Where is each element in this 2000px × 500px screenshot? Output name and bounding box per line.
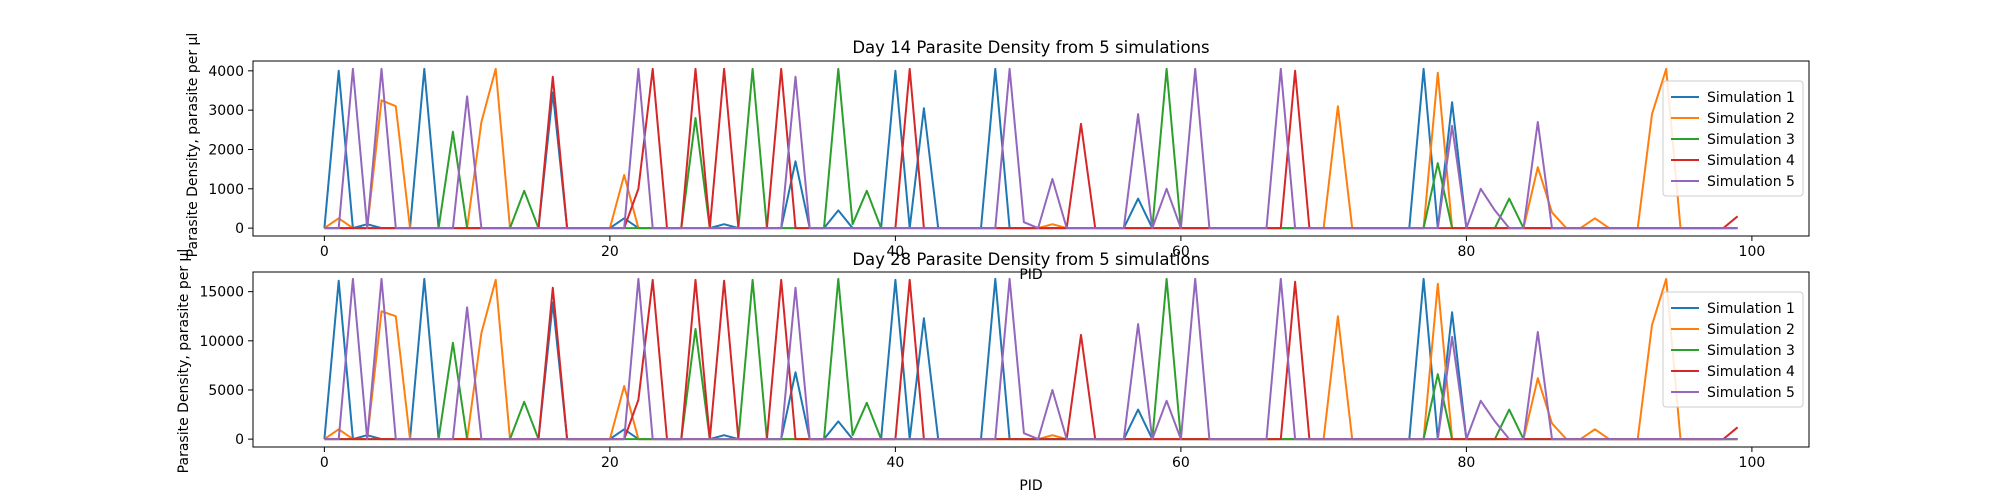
x-tick-label: 40 — [886, 455, 904, 471]
y-tick-label: 15000 — [199, 285, 244, 301]
x-axis-label: PID — [1019, 267, 1042, 283]
legend-label: Simulation 4 — [1707, 364, 1795, 380]
y-axis-label: Parasite Density, parasite per µl — [185, 33, 201, 258]
series-line-4 — [324, 67, 1739, 230]
x-tick-label: 80 — [1457, 244, 1475, 260]
chart-title: Day 14 Parasite Density from 5 simulatio… — [852, 38, 1209, 57]
legend: Simulation 1 Simulation 2 Simulation 3 Simu… — [1662, 80, 1804, 197]
y-tick-label: 4000 — [208, 64, 244, 80]
legend-label: Simulation 5 — [1707, 174, 1795, 190]
x-tick-label: 80 — [1457, 455, 1475, 471]
x-tick-label: 20 — [601, 455, 619, 471]
chart-day-14: Day 14 Parasite Density from 5 simulatio… — [185, 33, 1810, 283]
legend-label: Simulation 4 — [1707, 153, 1795, 169]
chart-title: Day 28 Parasite Density from 5 simulatio… — [852, 250, 1209, 269]
plot-frame — [252, 271, 1810, 448]
x-tick-label: 0 — [320, 455, 329, 471]
y-axis-label: Parasite Density, parasite per µl — [176, 249, 192, 474]
x-tick-label: 100 — [1739, 244, 1766, 260]
legend-label: Simulation 2 — [1707, 111, 1795, 127]
y-tick-label: 0 — [235, 221, 244, 237]
series-line-5 — [324, 277, 1738, 441]
legend-box — [1662, 80, 1804, 197]
axis-ticks: 0 20 40 60 80 100 0 5000 10000 15000 — [199, 285, 1765, 471]
x-tick-label: 0 — [320, 244, 329, 260]
series-lines — [323, 67, 1739, 230]
y-tick-label: 1000 — [208, 182, 244, 198]
legend-label: Simulation 2 — [1707, 322, 1795, 338]
y-tick-label: 0 — [235, 432, 244, 448]
x-axis-label: PID — [1019, 478, 1042, 494]
y-tick-label: 10000 — [199, 334, 244, 350]
series-line-4 — [324, 278, 1739, 441]
x-tick-label: 20 — [601, 244, 619, 260]
y-tick-label: 2000 — [208, 142, 244, 158]
plot-frame — [252, 60, 1810, 237]
series-lines — [323, 277, 1739, 441]
y-tick-label: 3000 — [208, 103, 244, 119]
legend-label: Simulation 3 — [1707, 343, 1795, 359]
legend-box — [1662, 291, 1804, 408]
legend: Simulation 1 Simulation 2 Simulation 3 Simu… — [1662, 291, 1804, 408]
series-line-5 — [324, 67, 1738, 230]
x-tick-label: 60 — [1172, 455, 1190, 471]
x-tick-label: 40 — [886, 244, 904, 260]
y-tick-label: 5000 — [208, 383, 244, 399]
x-tick-label: 100 — [1739, 455, 1766, 471]
x-tick-label: 60 — [1172, 244, 1190, 260]
legend-label: Simulation 1 — [1707, 301, 1795, 317]
chart-day-28: Day 28 Parasite Density from 5 simulatio… — [176, 249, 1810, 494]
legend-label: Simulation 5 — [1707, 385, 1795, 401]
legend-label: Simulation 3 — [1707, 132, 1795, 148]
legend-label: Simulation 1 — [1707, 90, 1795, 106]
